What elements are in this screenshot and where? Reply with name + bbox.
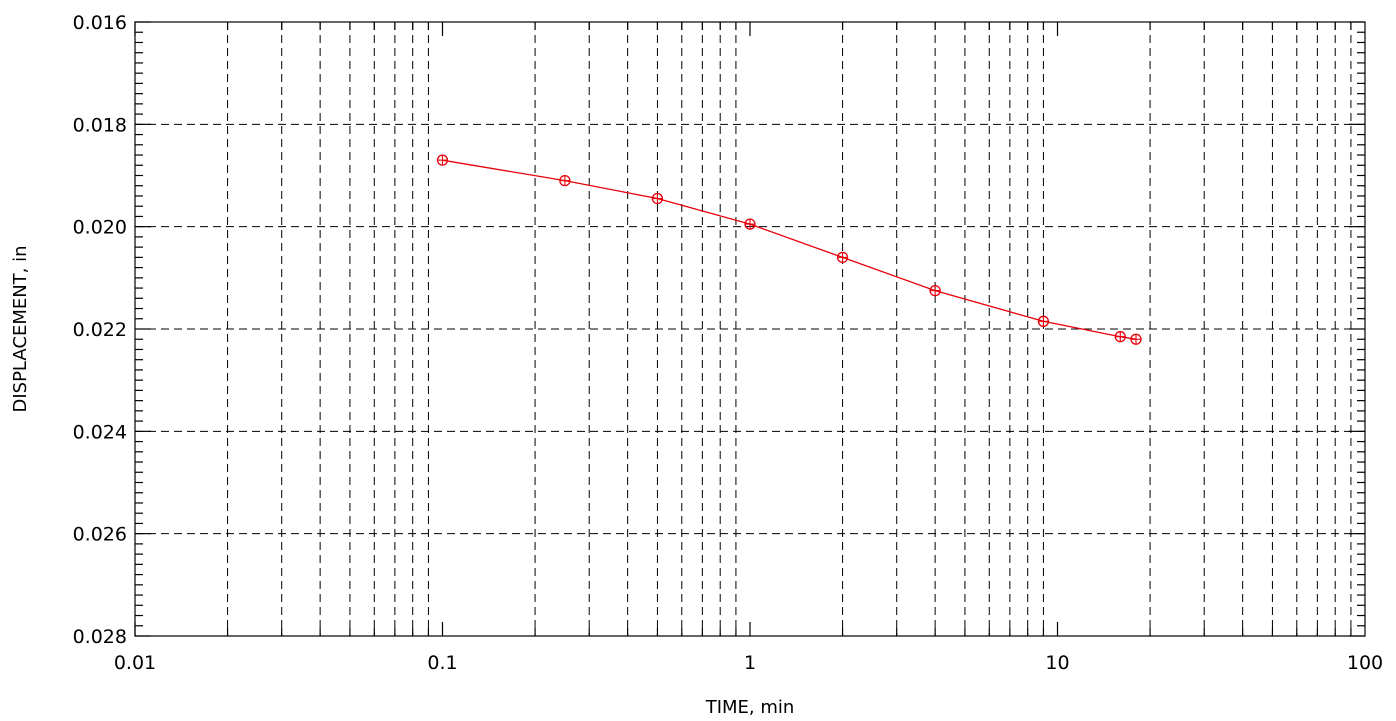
x-tick-label: 0.01 bbox=[114, 652, 156, 674]
series-line bbox=[442, 159, 1137, 340]
y-tick-label: 0.024 bbox=[73, 421, 127, 443]
x-axis-title: TIME, min bbox=[705, 697, 795, 718]
data-point bbox=[1130, 333, 1142, 345]
data-point bbox=[929, 284, 941, 297]
series-layer bbox=[436, 154, 1142, 345]
y-axis-title: DISPLACEMENT, in bbox=[10, 245, 31, 412]
data-point bbox=[1114, 331, 1126, 343]
data-point bbox=[559, 174, 571, 187]
y-tick-label: 0.016 bbox=[73, 12, 127, 34]
data-point bbox=[651, 192, 664, 205]
y-tick-label: 0.018 bbox=[73, 114, 127, 136]
y-tick-labels: 0.016 0.018 0.020 0.022 0.024 0.026 0.028 bbox=[73, 12, 127, 648]
data-point bbox=[1037, 315, 1050, 327]
data-point bbox=[836, 251, 849, 264]
x-tick-label: 10 bbox=[1045, 652, 1069, 674]
y-tick-label: 0.020 bbox=[73, 217, 127, 239]
x-tick-label: 1 bbox=[744, 652, 756, 674]
x-tick-label: 0.1 bbox=[427, 652, 457, 674]
plot-frame bbox=[134, 21, 1366, 637]
grid bbox=[135, 22, 1365, 636]
y-tick-label: 0.022 bbox=[73, 319, 127, 341]
data-point bbox=[744, 218, 756, 230]
x-tick-labels: 0.01 0.1 1 10 100 bbox=[114, 652, 1383, 674]
data-point bbox=[436, 154, 449, 166]
y-tick-label: 0.028 bbox=[73, 626, 127, 648]
x-tick-label: 100 bbox=[1347, 652, 1383, 674]
y-tick-label: 0.026 bbox=[73, 524, 127, 546]
